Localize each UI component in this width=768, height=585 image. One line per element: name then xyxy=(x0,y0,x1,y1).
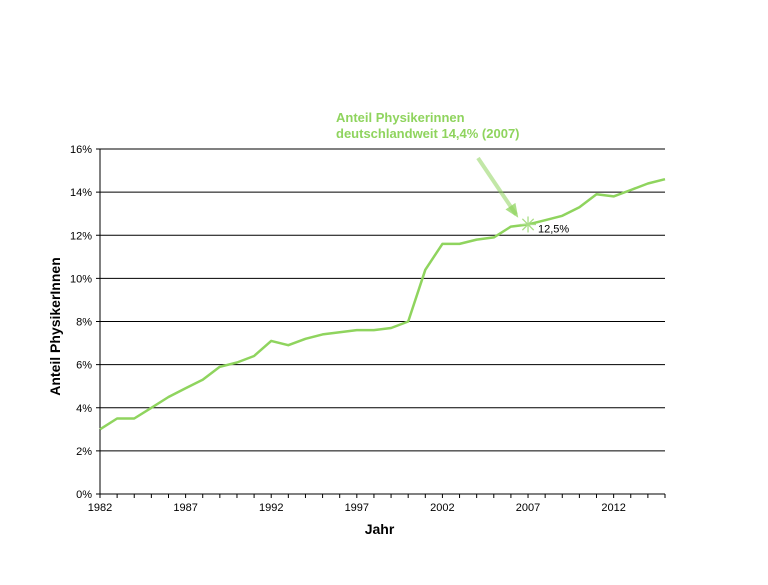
y-tick-label: 2% xyxy=(76,446,92,458)
y-tick-label: 6% xyxy=(76,360,92,372)
y-tick-label: 8% xyxy=(76,317,92,329)
series-layer xyxy=(99,177,666,431)
x-tick-label: 1992 xyxy=(259,502,283,514)
y-tick-label: 4% xyxy=(76,403,92,415)
y-tick-label: 0% xyxy=(76,489,92,501)
y-tick-label: 10% xyxy=(70,273,92,285)
y-tick-label: 14% xyxy=(70,187,92,199)
y-tick-label: 16% xyxy=(70,144,92,156)
data-label: 12,5% xyxy=(538,223,569,235)
x-tick-label: 1997 xyxy=(345,502,369,514)
annotation-arrow xyxy=(476,156,518,216)
x-tick-label: 2002 xyxy=(430,502,454,514)
gridlines xyxy=(100,148,665,452)
y-axis-ticks: 0% 2% 4% 6% 8% 10% 12% 14% 16% xyxy=(70,144,100,501)
annotation-text: Anteil Physikerinnen xyxy=(336,110,465,125)
x-tick-label: 1987 xyxy=(173,502,197,514)
series-line xyxy=(99,177,666,431)
x-tick-label: 2007 xyxy=(516,502,540,514)
highlight-marker xyxy=(520,216,537,233)
annotation-arrowhead xyxy=(505,202,519,218)
x-axis-title: Jahr xyxy=(365,521,395,537)
y-axis-title: Anteil PhysikerInnen xyxy=(47,257,63,395)
x-tick-label: 1982 xyxy=(88,502,112,514)
y-tick-label: 12% xyxy=(70,230,92,242)
x-tick-label: 2012 xyxy=(601,502,625,514)
x-axis-ticks: 1982 1987 1992 1997 2002 2007 2012 xyxy=(88,494,666,514)
annotation-text: deutschlandweit 14,4% (2007) xyxy=(336,126,520,141)
